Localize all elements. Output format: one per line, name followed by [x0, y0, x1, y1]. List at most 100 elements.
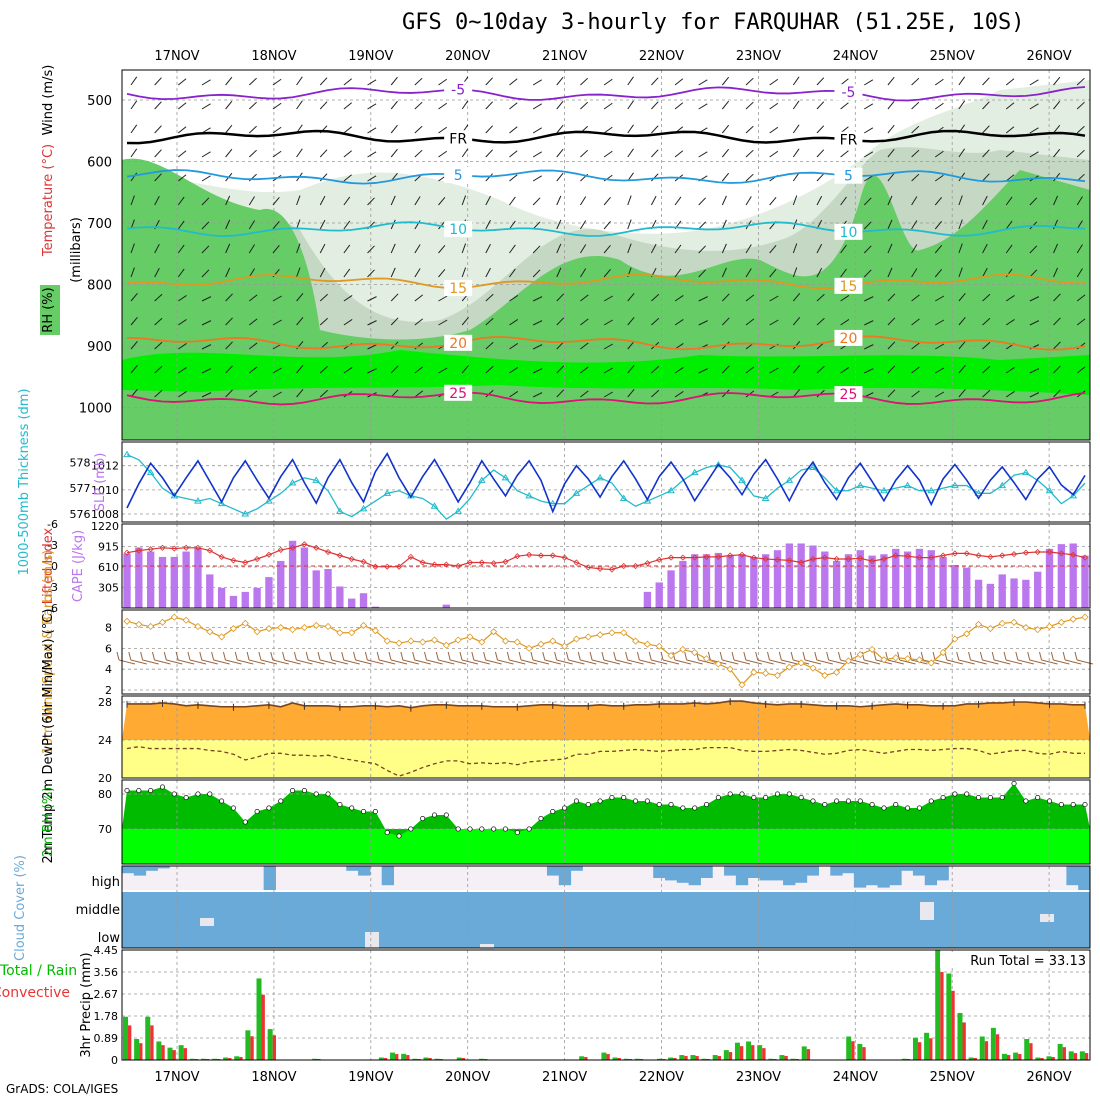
wind-barb [343, 150, 352, 158]
precip-tick-label: 2.67 [94, 988, 119, 1001]
wind-barb [272, 150, 282, 158]
rh2m-marker [384, 829, 390, 836]
rh-legend-swatch [40, 285, 60, 335]
wind-barb [509, 342, 519, 350]
isotherm-label-bg [834, 223, 863, 240]
wind-barb [532, 221, 541, 230]
wind-barb [982, 149, 990, 158]
wind-barb [485, 389, 494, 398]
rh2m-marker [893, 801, 899, 808]
precip-conv-bar [272, 1035, 276, 1060]
cape-bar [170, 556, 178, 608]
wind-speed-marker [419, 638, 427, 646]
wind-barb [627, 243, 632, 254]
wind-barb [414, 268, 421, 278]
wind-speed-marker [986, 625, 994, 633]
wind-speed-marker [371, 627, 379, 635]
li-marker [1070, 551, 1077, 558]
surface-barb-flag [140, 651, 144, 661]
wind-barb [982, 243, 988, 254]
wind-barb [1053, 317, 1061, 326]
isotherm-10 [126, 221, 1086, 237]
cape-tick-label: 1220 [91, 520, 119, 533]
wind-barb [934, 367, 945, 374]
rh2m-marker [1035, 794, 1041, 801]
cloud-high-bar [546, 866, 560, 876]
wind-barb [509, 220, 516, 230]
slp-panel-frame [121, 441, 1091, 523]
cloud-high-bar [688, 866, 701, 886]
wind-barb [958, 243, 963, 254]
thickness-marker [336, 507, 344, 514]
cape-bar [1010, 578, 1018, 608]
wind-barb [343, 244, 351, 254]
cloud-high-bar [700, 866, 713, 878]
wind-barb [650, 243, 657, 254]
li-marker [632, 562, 639, 570]
li-marker [904, 553, 911, 560]
rh2m-marker [408, 826, 414, 832]
wind-barb [603, 319, 613, 326]
cape-bar [217, 587, 226, 608]
cape-bar [726, 555, 734, 608]
cloud-level-middle: middle [76, 903, 120, 918]
li-marker [762, 555, 769, 563]
wind-barb [461, 317, 469, 326]
wind-speed-marker [454, 636, 462, 644]
rh2m-marker [479, 826, 485, 832]
wind-barb [367, 320, 377, 326]
wind-barb [1076, 125, 1085, 134]
date-label-bottom: 25NOV [930, 1070, 975, 1085]
precip-total-bar [1068, 1051, 1074, 1060]
rh2m-marker [834, 798, 840, 804]
cape-bar [265, 577, 273, 608]
wind-barb [296, 243, 301, 254]
li-marker [218, 553, 225, 560]
cape-bar [241, 591, 249, 608]
date-label-bottom: 24NOV [833, 1070, 878, 1085]
li-tick-label: 3 [51, 581, 58, 594]
wind-barb [816, 317, 825, 326]
precip-conv-bar [139, 1043, 143, 1060]
wind-barb [178, 366, 187, 374]
surface-barb [1053, 659, 1070, 665]
wind-barb [911, 149, 920, 158]
wind-barb [651, 293, 660, 302]
rh2m-marker [916, 805, 922, 811]
precip-total-bar [757, 1045, 763, 1060]
precip-conv-bar [1040, 1058, 1044, 1060]
precip-total-bar [579, 1056, 585, 1060]
wind-speed-marker [277, 623, 285, 632]
wind-barb [769, 126, 779, 134]
date-label-top: 20NOV [445, 49, 490, 64]
precip-tick-label: 4.45 [94, 944, 119, 957]
wind-barb [982, 365, 991, 374]
wind-barb [651, 101, 659, 110]
wind-barb [556, 100, 564, 110]
surface-barb-flag [1050, 651, 1054, 661]
wind-barb [225, 389, 233, 398]
wind-barb [438, 150, 447, 158]
wind-barb [461, 267, 467, 278]
wind-barb [674, 102, 684, 110]
cloud-high-bar [759, 866, 772, 881]
wind-barb [556, 243, 562, 254]
rh2m-marker [254, 808, 260, 815]
isotherm-label: 5 [844, 169, 853, 185]
surface-barb-flag [116, 651, 120, 661]
wind-barb [485, 173, 494, 182]
rh2m-marker [159, 784, 166, 790]
wind-barb [532, 151, 542, 158]
wind-barb [485, 219, 491, 230]
precip-conv-bar [806, 1049, 811, 1060]
wind-barb [296, 219, 301, 230]
surface-barb-flag [1062, 651, 1066, 661]
wind-barb [1005, 220, 1013, 230]
cape-bar [359, 593, 368, 608]
wind-barb [698, 79, 708, 86]
isotherm-5 [126, 169, 1086, 185]
wind-barb [438, 126, 447, 134]
surface-barb [828, 659, 845, 665]
wind-barb [627, 317, 635, 326]
precip-total-bar [245, 1030, 251, 1060]
